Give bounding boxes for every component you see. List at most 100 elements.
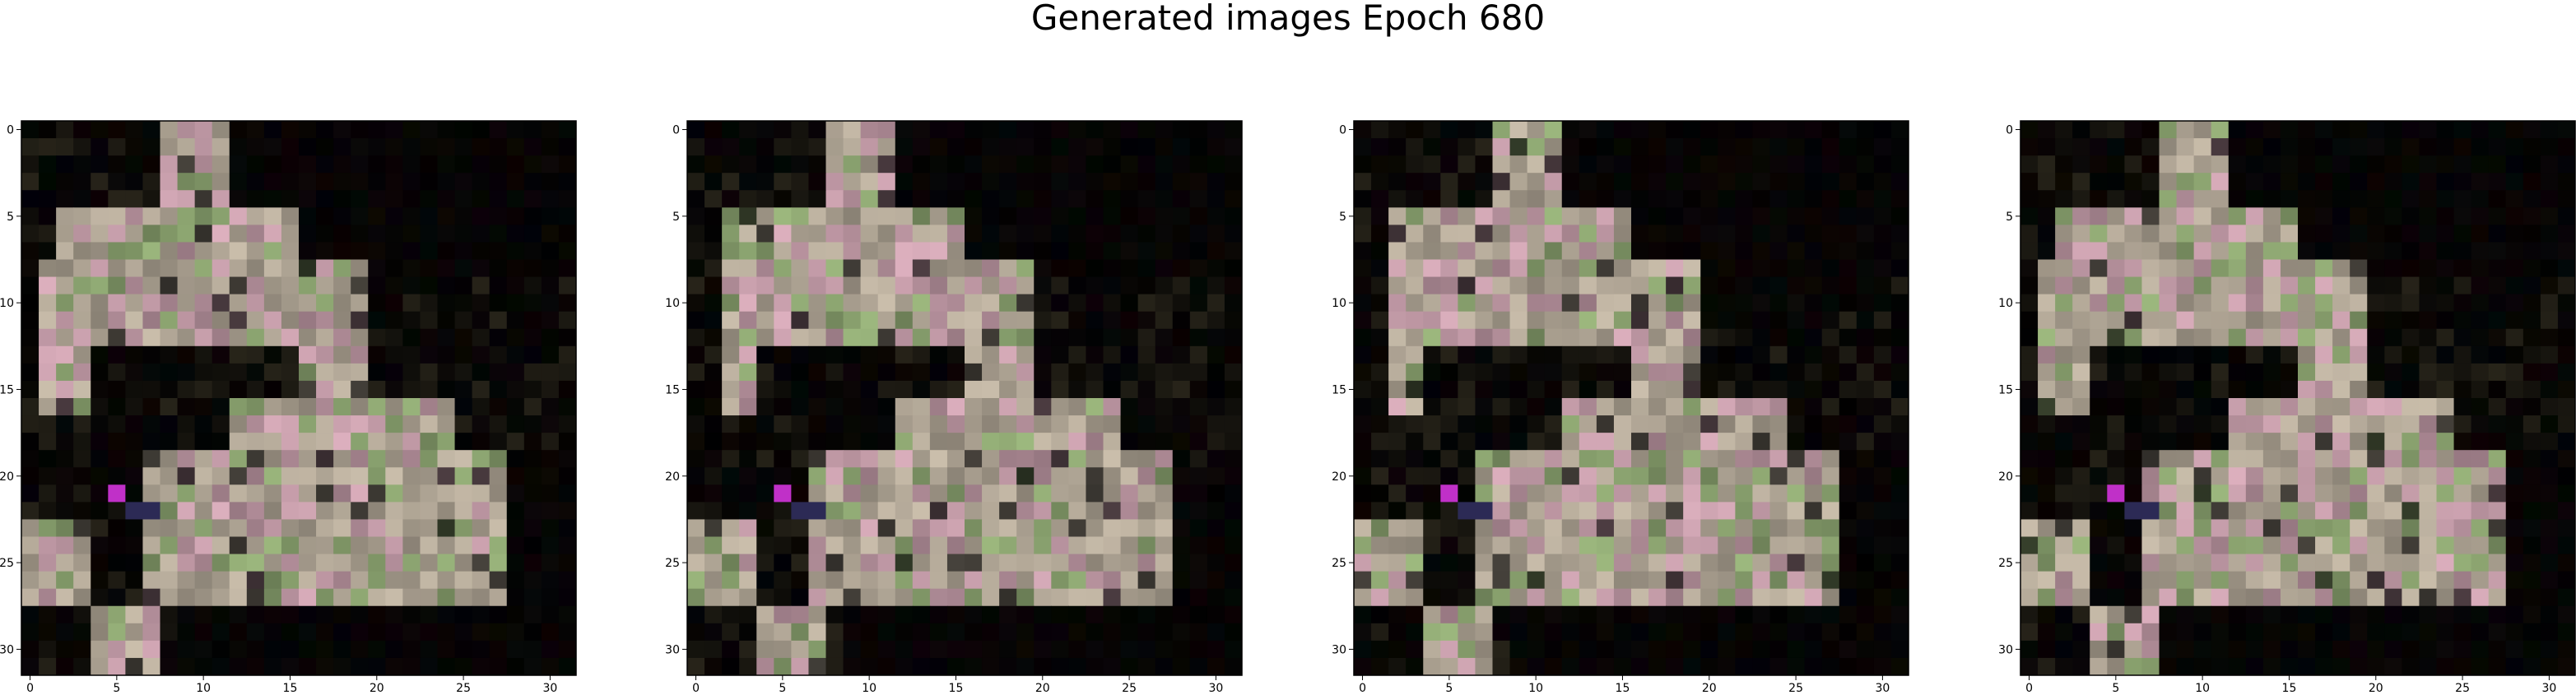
pixel-cell [1137,242,1156,260]
pixel-cell [2332,121,2350,139]
pixel-cell [1034,155,1052,174]
pixel-cell [2090,242,2108,260]
pixel-cell [489,571,508,590]
y-tick-label: 0 [1339,124,1346,137]
pixel-cell [506,657,525,676]
pixel-cell [1051,121,1069,139]
pixel-cell [982,363,1000,382]
pixel-cell [2332,138,2350,156]
pixel-cell [1475,190,1493,208]
pixel-cell [843,380,862,399]
pixel-cell [2020,519,2039,537]
pixel-cell [2228,605,2247,624]
pixel-cell [437,363,456,382]
pixel-cell [558,345,577,364]
pixel-cell [2315,173,2333,191]
pixel-cell [1890,121,1909,139]
pixel-cell [722,138,740,156]
y-tick-label: 20 [0,470,14,484]
pixel-cell [687,242,705,260]
pixel-cell [1596,433,1615,451]
pixel-cell [1700,190,1718,208]
pixel-cell [929,571,948,590]
pixel-cell [791,242,809,260]
pixel-cell [895,242,914,260]
pixel-cell [91,536,109,555]
pixel-cell [125,207,143,225]
pixel-cell [263,225,282,243]
pixel-cell [1579,190,1597,208]
pixel-cell [1406,311,1424,330]
pixel-cell [2523,571,2541,590]
pixel-cell [2332,657,2350,676]
pixel-cell [2193,554,2212,572]
pixel-cell [2020,415,2039,433]
pixel-cell [2557,502,2576,520]
pixel-cell [1155,536,1174,555]
pixel-cell [1189,571,1208,590]
pixel-cell [1016,433,1035,451]
axes-frame [2020,120,2576,676]
pixel-cell [1189,173,1208,191]
pixel-cell [1207,363,1225,382]
pixel-cell [2557,571,2576,590]
pixel-cell [2176,536,2195,555]
pixel-cell [739,190,757,208]
pixel-cell [1856,155,1875,174]
pixel-cell [825,294,844,313]
pixel-cell [142,190,160,208]
pixel-cell [1440,415,1458,433]
pixel-cell [246,484,265,503]
pixel-cell [2315,657,2333,676]
pixel-cell [2107,571,2125,590]
pixel-cell [1735,450,1753,468]
pixel-cell [1423,190,1441,208]
pixel-cell [1648,554,1667,572]
pixel-cell [1016,415,1035,433]
pixel-cell [739,121,757,139]
pixel-cell [2020,363,2039,382]
pixel-cell [1423,207,1441,225]
pixel-cell [2090,345,2108,364]
pixel-cell [1544,190,1563,208]
pixel-cell [1406,398,1424,416]
pixel-cell [2211,502,2230,520]
pixel-cell [523,173,542,191]
pixel-cell [1423,155,1441,174]
pixel-cell [368,311,386,330]
pixel-cell [1155,433,1174,451]
pixel-cell [2159,259,2178,278]
pixel-cell [1086,363,1104,382]
pixel-cell [1544,398,1563,416]
pixel-cell [2124,276,2142,295]
pixel-cell [91,190,109,208]
pixel-cell [1475,155,1493,174]
pixel-cell [2141,467,2160,485]
pixel-cell [2540,345,2559,364]
pixel-cell [1224,380,1243,399]
pixel-cell [2107,276,2125,295]
pixel-cell [1804,173,1823,191]
pixel-cell [2419,588,2437,607]
pixel-cell [73,484,91,503]
pixel-cell [2193,571,2212,590]
pixel-cell [420,640,438,659]
pixel-cell [1103,450,1122,468]
pixel-cell [687,294,705,313]
pixel-cell [402,207,421,225]
pixel-cell [982,519,1000,537]
pixel-cell [1103,380,1122,399]
pixel-cell [73,502,91,520]
pixel-cell [2384,328,2402,347]
pixel-cell [2262,433,2281,451]
pixel-cell [333,311,351,330]
pixel-cell [2262,173,2281,191]
pixel-cell [1856,311,1875,330]
pixel-cell [2367,415,2385,433]
pixel-cell [791,190,809,208]
pixel-cell [1172,207,1191,225]
pixel-cell [1821,225,1840,243]
pixel-cell [2141,536,2160,555]
pixel-cell [21,380,40,399]
pixel-cell [1700,657,1718,676]
